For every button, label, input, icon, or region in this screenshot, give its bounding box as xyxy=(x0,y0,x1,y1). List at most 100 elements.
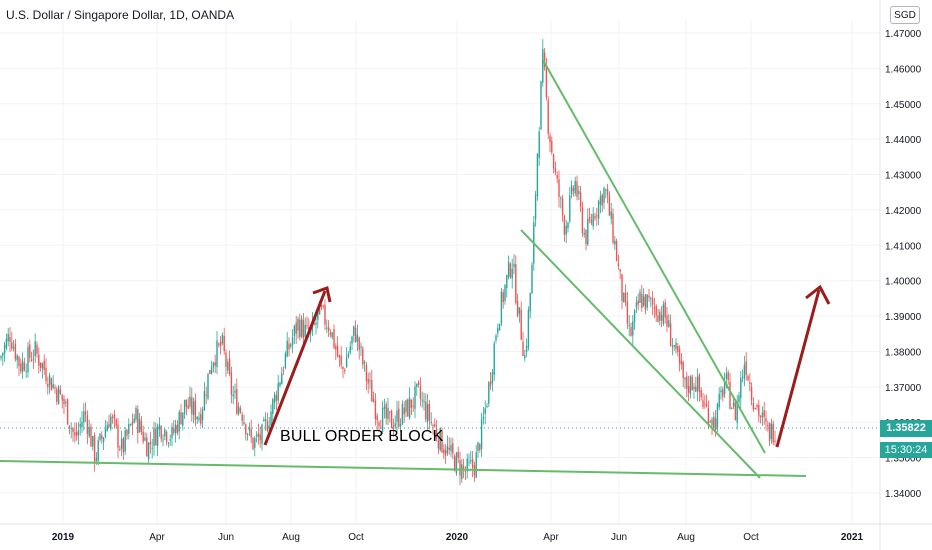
candle-body xyxy=(297,318,299,331)
candle-body xyxy=(167,442,170,444)
candle-body xyxy=(515,264,517,303)
candle-body xyxy=(291,337,294,346)
candle-body xyxy=(122,438,125,453)
candle-body xyxy=(394,423,396,427)
candle-body xyxy=(115,419,117,426)
candle-body xyxy=(239,408,242,413)
candle-body xyxy=(185,399,188,407)
time-axis-labels[interactable]: 2019 Apr Jun Aug Oct 2020 Apr Jun Aug Oct 2021 xyxy=(52,532,864,543)
candle-body xyxy=(660,314,663,321)
candle-body xyxy=(104,429,107,438)
candle-body xyxy=(714,418,717,431)
wedge-lower-trendline[interactable] xyxy=(520,229,761,479)
candle-body xyxy=(191,397,193,415)
candle-body xyxy=(140,421,143,432)
support-trendline[interactable] xyxy=(0,460,807,477)
candle-body xyxy=(569,195,571,222)
candle-body xyxy=(369,380,371,382)
candle-body xyxy=(129,424,132,426)
candle-body xyxy=(131,421,134,426)
candle-body xyxy=(722,389,724,397)
candle-body xyxy=(756,405,758,408)
candle-body xyxy=(138,418,141,433)
candle-body xyxy=(713,416,715,429)
candle-body xyxy=(502,292,504,303)
wedge-upper-trendline[interactable] xyxy=(542,59,766,454)
bull-order-block-label[interactable]: BULL ORDER BLOCK xyxy=(280,428,444,445)
price-tick-label: 1.38000 xyxy=(885,347,922,358)
candle-body xyxy=(671,345,674,347)
candle-body xyxy=(383,406,386,409)
candle-body xyxy=(329,332,332,335)
candle-body xyxy=(680,360,683,365)
candle-body xyxy=(259,434,261,441)
candle-body xyxy=(520,309,522,340)
candle-body xyxy=(101,435,103,439)
candle-body xyxy=(47,383,49,388)
candle-body xyxy=(173,428,175,433)
candle-body xyxy=(347,353,350,358)
candle-body xyxy=(117,424,119,448)
candle-body xyxy=(479,444,481,450)
price-tick-label: 1.46000 xyxy=(885,64,922,75)
candle-body xyxy=(30,359,33,361)
candle-body xyxy=(327,327,330,332)
candle-body xyxy=(633,310,636,323)
candle-body xyxy=(723,381,726,395)
candle-body xyxy=(408,397,411,419)
candle-body xyxy=(452,443,454,454)
candle-body xyxy=(518,307,521,314)
candle-body xyxy=(556,175,558,179)
candle-body xyxy=(207,373,209,399)
candle-body xyxy=(381,407,384,432)
candle-body xyxy=(435,429,438,439)
candle-body xyxy=(38,354,40,366)
candle-body xyxy=(554,168,557,173)
candle-body xyxy=(477,442,479,451)
candle-body xyxy=(54,387,56,389)
candle-body xyxy=(534,195,537,220)
candle-body xyxy=(59,389,62,394)
candle-body xyxy=(597,201,600,219)
price-tick-label: 1.42000 xyxy=(885,206,922,217)
candle-body xyxy=(500,291,503,324)
candle-body xyxy=(272,399,274,415)
price-axis-labels[interactable]: 1.47000 1.46000 1.45000 1.44000 1.43000 1.420… xyxy=(885,29,922,500)
candle-body xyxy=(133,418,135,423)
candle-body xyxy=(439,428,441,451)
candle-body xyxy=(142,431,144,442)
arrow-up-left[interactable] xyxy=(263,286,332,446)
candle-body xyxy=(270,411,272,426)
candle-body xyxy=(644,294,647,310)
candle-body xyxy=(306,324,308,326)
candle-body xyxy=(736,401,738,423)
candle-body xyxy=(745,361,747,375)
arrow-up-right[interactable] xyxy=(775,284,831,448)
candle-body xyxy=(174,424,177,434)
candle-body xyxy=(765,418,767,422)
candle-body xyxy=(430,421,432,424)
candle-body xyxy=(266,421,269,432)
candle-body xyxy=(738,395,740,403)
candle-body xyxy=(700,390,702,398)
price-tick-label: 1.37000 xyxy=(885,383,922,394)
candle-body xyxy=(750,387,753,401)
candle-body xyxy=(470,460,472,462)
candle-body xyxy=(293,325,296,337)
candle-body xyxy=(558,179,560,198)
candlestick-series xyxy=(0,39,776,486)
candle-body xyxy=(338,355,341,358)
candle-body xyxy=(57,386,60,405)
candle-body xyxy=(720,390,722,393)
candle-body xyxy=(171,426,173,439)
currency-badge[interactable]: SGD xyxy=(890,6,920,24)
candle-body xyxy=(92,436,94,447)
candle-body xyxy=(374,401,377,419)
candle-body xyxy=(317,312,319,320)
candle-body xyxy=(579,192,582,207)
candle-body xyxy=(86,415,89,434)
time-tick-label: Aug xyxy=(677,532,695,543)
candle-body xyxy=(565,225,567,235)
candle-body xyxy=(99,433,101,440)
